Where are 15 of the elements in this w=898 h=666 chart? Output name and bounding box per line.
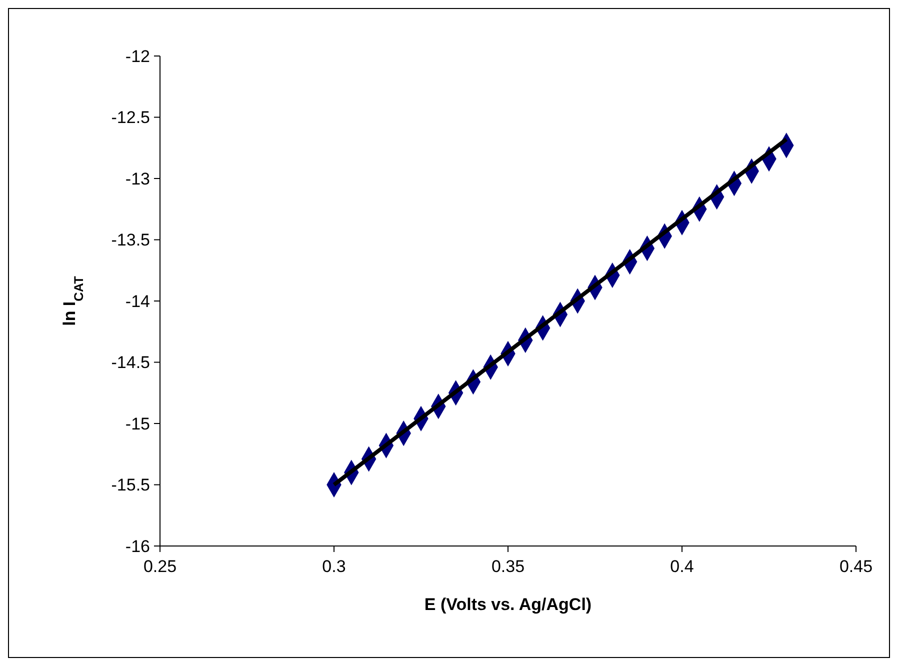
x-tick-label: 0.35 <box>491 557 525 576</box>
y-tick-label: -13.5 <box>111 230 150 250</box>
y-tick-label: -15.5 <box>111 476 150 495</box>
x-tick-label: 0.3 <box>322 557 346 576</box>
x-tick-label: 0.45 <box>839 557 873 576</box>
x-tick-label: 0.25 <box>143 557 177 576</box>
y-tick-label: -16 <box>125 536 150 556</box>
y-tick-label: -14.5 <box>111 353 150 372</box>
y-tick-label: -15 <box>125 414 150 434</box>
y-tick-label: -14 <box>125 292 150 311</box>
y-tick-label: -13 <box>125 169 150 188</box>
x-tick-label: 0.4 <box>670 557 694 576</box>
y-tick-label: -12 <box>125 46 150 66</box>
x-axis-title: E (Volts vs. Ag/AgCl) <box>424 595 592 614</box>
y-tick-label: -12.5 <box>111 108 150 128</box>
